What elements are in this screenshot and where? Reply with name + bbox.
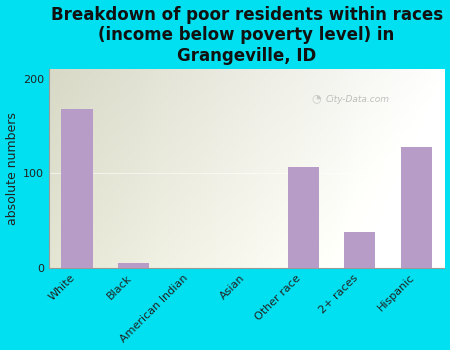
Text: City-Data.com: City-Data.com (326, 95, 390, 104)
Title: Breakdown of poor residents within races
(income below poverty level) in
Grangev: Breakdown of poor residents within races… (50, 6, 443, 65)
Bar (400, 147, 432, 268)
Bar (118, 263, 149, 268)
Bar (344, 232, 375, 268)
Bar (62, 109, 93, 268)
Y-axis label: absolute numbers: absolute numbers (5, 112, 18, 225)
Text: ◔: ◔ (312, 93, 322, 103)
Bar (288, 167, 319, 268)
